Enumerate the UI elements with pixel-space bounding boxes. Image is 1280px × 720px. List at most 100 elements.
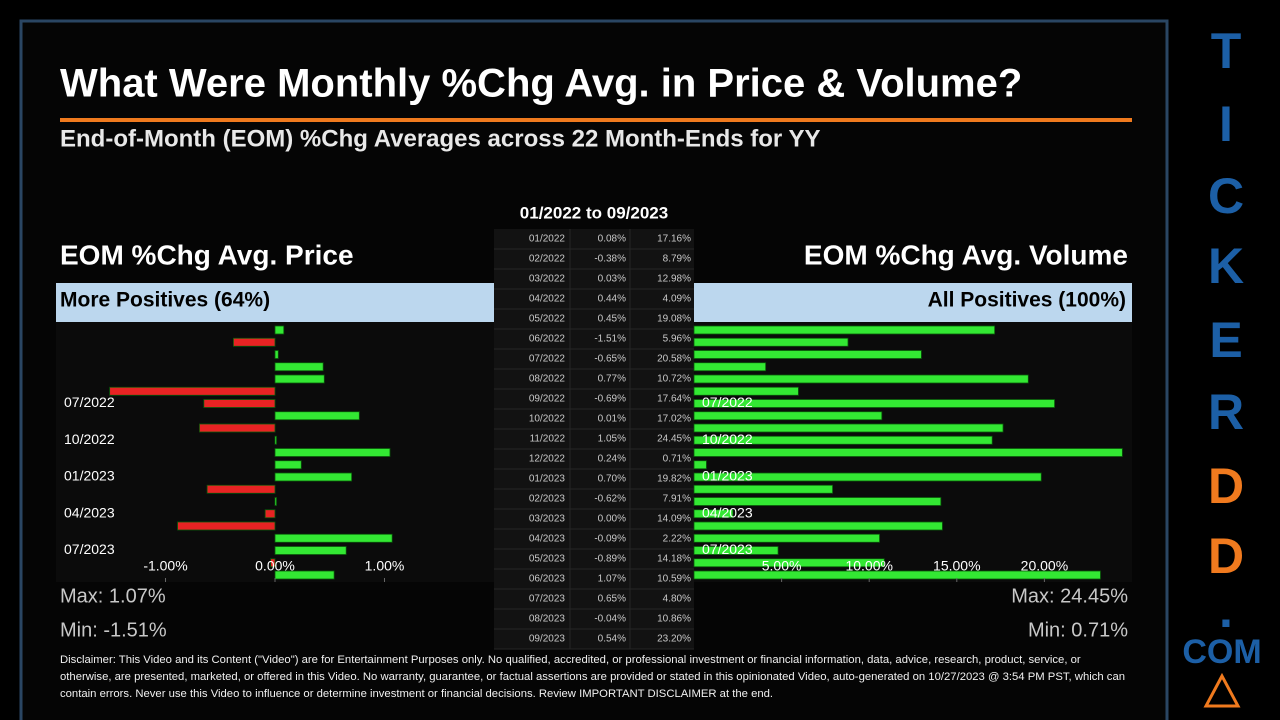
category-label: 07/2022 [64,394,115,410]
table-cell: 0.03% [598,274,626,285]
bar [693,472,1042,482]
max-label: Max: 1.07% [60,585,166,607]
table-cell: 05/2023 [529,554,566,565]
category-label: 01/2023 [702,468,753,484]
table-cell: -0.65% [594,354,626,365]
bar [274,570,335,580]
table-cell: 05/2022 [529,314,566,325]
table-cell: 11/2022 [530,434,566,445]
brand-letter: D [1208,528,1244,584]
bar [693,533,880,543]
table-cell: 0.77% [598,374,626,385]
table-cell: 12/2022 [529,454,566,465]
bar [693,325,996,335]
table-cell: 10.86% [657,614,691,625]
bar [274,472,353,482]
bar [693,386,799,396]
bar [274,362,324,372]
bar [693,448,1123,457]
bar [274,374,325,384]
table-bg [494,229,694,649]
table-cell: -1.51% [594,334,626,345]
table-cell: 17.16% [657,234,691,245]
bar [693,362,767,372]
bar [693,350,922,359]
table-cell: 10/2022 [529,414,566,425]
panel-subtitle: All Positives (100%) [928,289,1126,312]
brand-letter: K [1208,238,1244,294]
table-cell: 01/2023 [529,474,566,485]
bar [693,521,943,531]
table-cell: 19.08% [657,314,691,325]
x-tick-label: 1.00% [365,558,405,574]
panel-subtitle: More Positives (64%) [60,289,270,312]
bar [693,423,1004,433]
category-label: 07/2023 [702,541,753,557]
bar [693,374,1029,384]
bar [199,423,276,433]
table-cell: 4.80% [663,594,691,605]
title-rule [60,118,1132,122]
table-cell: 0.65% [598,594,626,605]
brand-domain: COM [1182,633,1261,671]
table-cell: 5.96% [663,334,691,345]
x-tick-label: -1.00% [143,558,187,574]
table-cell: 1.05% [598,434,626,445]
x-tick-label: 5.00% [762,558,802,574]
table-cell: 0.00% [598,514,626,525]
bar [274,546,347,555]
table-cell: 09/2022 [529,394,566,405]
table-cell: 12.98% [657,274,691,285]
brand-letter: D [1208,458,1244,514]
table-cell: -0.38% [594,254,626,265]
table-cell: 08/2023 [529,614,566,625]
table-cell: 06/2023 [529,574,566,585]
bar [693,546,779,555]
table-cell: 07/2022 [529,354,566,365]
x-tick-label: 20.00% [1021,558,1068,574]
table-cell: 10.59% [657,574,691,585]
bar [693,337,849,347]
category-label: 07/2023 [64,541,115,557]
table-cell: 2.22% [663,534,691,545]
panel-band [56,283,494,322]
table-cell: 17.02% [657,414,691,425]
bar [693,484,833,494]
category-label: 04/2023 [702,504,753,520]
bar [232,337,276,347]
table-cell: 03/2023 [529,514,566,525]
max-label: Max: 24.45% [1011,585,1128,607]
table-cell: 0.54% [598,634,626,645]
table-cell: -0.04% [594,614,626,625]
brand-icon [1203,672,1241,708]
title: What Were Monthly %Chg Avg. in Price & V… [60,62,1022,106]
table-cell: 14.09% [657,514,691,525]
table-cell: 08/2022 [529,374,566,385]
table-cell: -0.69% [594,394,626,405]
table-cell: -0.09% [594,534,626,545]
table-cell: 7.91% [663,494,691,505]
table-cell: 10.72% [657,374,691,385]
bar [693,411,883,421]
bar [693,558,885,568]
table-cell: 07/2023 [529,594,566,605]
x-tick-label: 0.00% [255,558,295,574]
table-header: 01/2022 to 09/2023 [520,203,668,222]
table-cell: 0.71% [663,454,691,465]
table-cell: 04/2022 [529,294,566,305]
table-cell: 02/2023 [529,494,566,505]
brand-letter: . [1219,582,1233,638]
table-cell: 8.79% [663,254,691,265]
bar [693,509,734,519]
table-cell: 0.08% [598,234,626,245]
category-label: 10/2022 [64,431,115,447]
table-cell: 24.45% [657,434,691,445]
bar [274,533,393,543]
table-cell: 17.64% [657,394,691,405]
table-cell: 0.44% [598,294,626,305]
bar [274,411,360,421]
min-label: Min: 0.71% [1028,619,1128,641]
category-label: 07/2022 [702,394,753,410]
